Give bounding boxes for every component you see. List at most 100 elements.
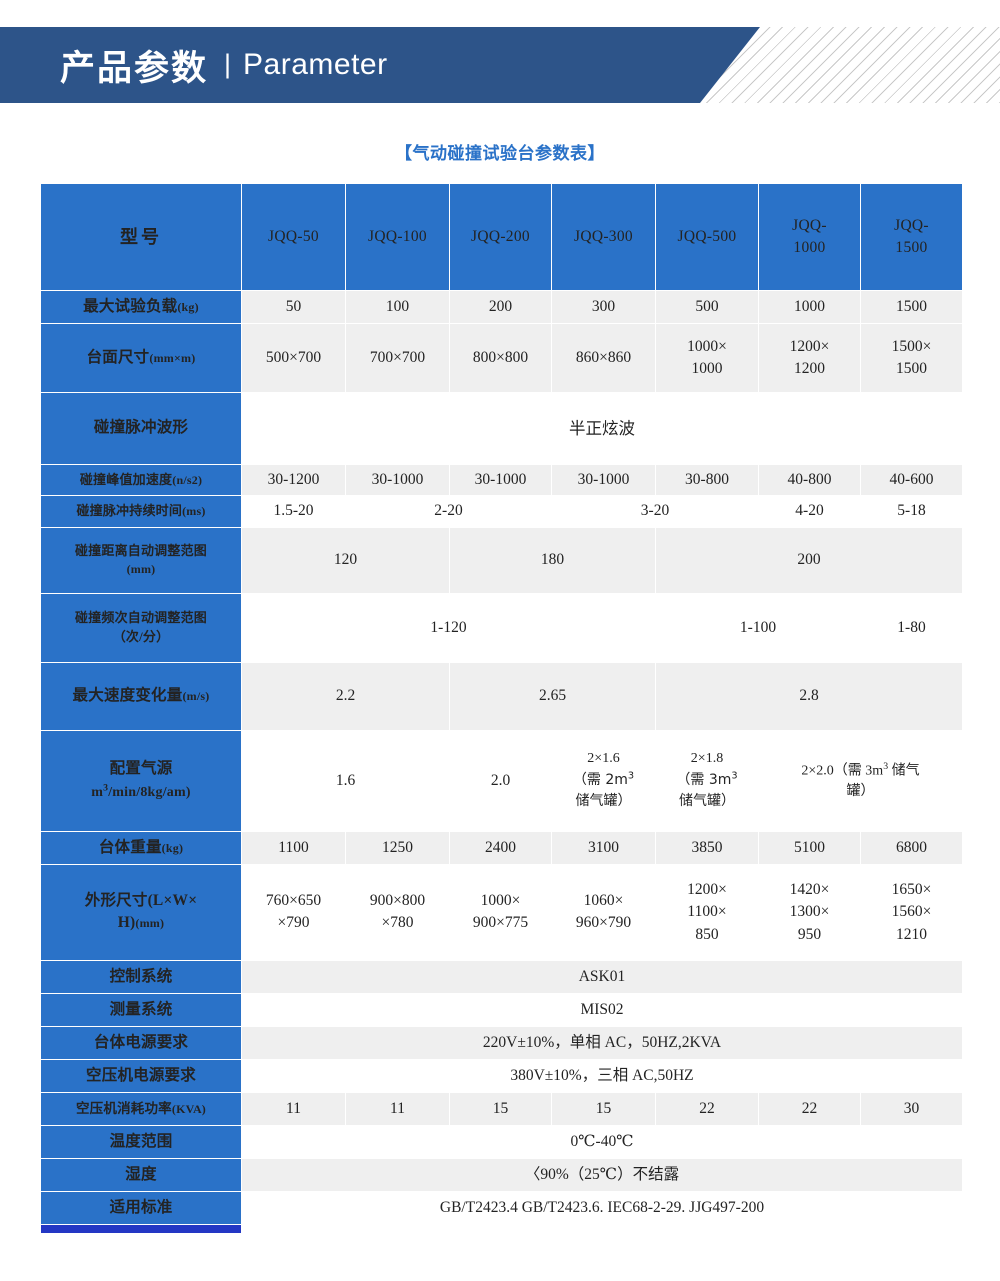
cell-max-load-1: 100 (346, 291, 449, 323)
bottom-accent-blank (242, 1224, 962, 1233)
cell-max-load-2: 200 (450, 291, 551, 323)
table-row: 台体电源要求 220V±10%，单相 AC，50HZ,2KVA (41, 1026, 962, 1059)
row-label-body-power: 台体电源要求 (41, 1026, 241, 1059)
table-header-row: 型号 JQQ-50 JQQ-100 JQQ-200 JQQ-300 JQQ-50… (41, 184, 962, 290)
cell-compressor-consumption-6: 30 (861, 1092, 962, 1125)
cell-peak-accel-3: 30-1000 (552, 465, 655, 496)
cell-velocity-change-0: 2.2 (242, 662, 449, 730)
cell-table-size-5: 1200× 1200 (759, 324, 860, 392)
cell-compressor-power: 380V±10%，三相 AC,50HZ (242, 1059, 962, 1092)
cell-pulse-duration-3: 4-20 (759, 496, 860, 527)
cell-compressor-consumption-1: 11 (346, 1092, 449, 1125)
row-label-table-size: 台面尺寸(mm×m) (41, 324, 241, 392)
table-row: 温度范围 0℃-40℃ (41, 1125, 962, 1158)
banner-title-en: Parameter (243, 48, 388, 81)
cell-pulse-duration-4: 5-18 (861, 496, 962, 527)
header-model-6: JQQ- 1500 (861, 184, 962, 290)
row-label-applicable-standard: 适用标准 (41, 1191, 241, 1224)
cell-air-source-1: 2.0 (450, 730, 551, 831)
cell-outer-dim-1: 900×800 ×780 (346, 864, 449, 960)
cell-distance-range-2: 200 (656, 527, 962, 593)
cell-peak-accel-6: 40-600 (861, 465, 962, 496)
cell-peak-accel-2: 30-1000 (450, 465, 551, 496)
cell-body-weight-1: 1250 (346, 831, 449, 864)
cell-table-size-1: 700×700 (346, 324, 449, 392)
cell-compressor-consumption-5: 22 (759, 1092, 860, 1125)
row-label-measurement-system: 测量系统 (41, 993, 241, 1026)
header-model-0: JQQ-50 (242, 184, 345, 290)
table-row: 碰撞脉冲持续时间(ms) 1.5-20 2-20 3-20 4-20 5-18 (41, 496, 962, 527)
cell-outer-dim-3: 1060× 960×790 (552, 864, 655, 960)
cell-frequency-range-2: 1-80 (861, 593, 962, 662)
cell-compressor-consumption-4: 22 (656, 1092, 758, 1125)
table-row: 空压机消耗功率(KVA) 11 11 15 15 22 22 30 (41, 1092, 962, 1125)
cell-max-load-5: 1000 (759, 291, 860, 323)
banner-title-cn: 产品参数 (60, 48, 209, 89)
row-label-pulse-waveform: 碰撞脉冲波形 (41, 393, 241, 464)
row-label-max-load: 最大试验负载(kg) (41, 291, 241, 323)
cell-table-size-6: 1500× 1500 (861, 324, 962, 392)
cell-outer-dim-4: 1200× 1100× 850 (656, 864, 758, 960)
header-label-model: 型号 (41, 184, 241, 290)
table-row: 台面尺寸(mm×m) 500×700 700×700 800×800 860×8… (41, 324, 962, 392)
table-row: 台体重量(kg) 1100 1250 2400 3100 3850 5100 6… (41, 831, 962, 864)
table-row: 配置气源 m3/min/8kg/am) 1.6 2.0 2×1.6 （需 2m3 储气… (41, 730, 962, 831)
cell-applicable-standard: GB/T2423.4 GB/T2423.6. IEC68-2-29. JJG49… (242, 1191, 962, 1224)
cell-max-load-6: 1500 (861, 291, 962, 323)
banner-title-group: 产品参数 | Parameter (60, 27, 388, 103)
cell-pulse-duration-1: 2-20 (346, 496, 551, 527)
cell-air-source-3: 2×1.8 （需 3m3 储气罐） (656, 730, 758, 831)
cell-outer-dim-5: 1420× 1300× 950 (759, 864, 860, 960)
table-row: 最大试验负载(kg) 50 100 200 300 500 1000 1500 (41, 291, 962, 323)
table-row: 控制系统 ASK01 (41, 960, 962, 993)
row-label-outer-dimensions: 外形尺寸(L×W× H)(mm) (41, 864, 241, 960)
row-label-humidity: 湿度 (41, 1158, 241, 1191)
table-row: 碰撞脉冲波形 半正炫波 (41, 393, 962, 464)
cell-frequency-range-0: 1-120 (242, 593, 655, 662)
cell-body-weight-2: 2400 (450, 831, 551, 864)
cell-pulse-waveform: 半正炫波 (242, 393, 962, 464)
cell-compressor-consumption-3: 15 (552, 1092, 655, 1125)
row-label-control-system: 控制系统 (41, 960, 241, 993)
page-header-banner: 产品参数 | Parameter (0, 0, 1000, 103)
spec-table-title: 【气动碰撞试验台参数表】 (395, 144, 605, 164)
cell-peak-accel-4: 30-800 (656, 465, 758, 496)
cell-distance-range-0: 120 (242, 527, 449, 593)
bottom-accent-bar (41, 1224, 241, 1233)
cell-max-load-3: 300 (552, 291, 655, 323)
cell-body-weight-6: 6800 (861, 831, 962, 864)
cell-air-source-2: 2×1.6 （需 2m3 储气罐） (552, 730, 655, 831)
cell-frequency-range-1: 1-100 (656, 593, 860, 662)
table-row: 适用标准 GB/T2423.4 GB/T2423.6. IEC68-2-29. … (41, 1191, 962, 1224)
cell-compressor-consumption-0: 11 (242, 1092, 345, 1125)
cell-peak-accel-1: 30-1000 (346, 465, 449, 496)
cell-table-size-0: 500×700 (242, 324, 345, 392)
spec-table-container: 型号 JQQ-50 JQQ-100 JQQ-200 JQQ-300 JQQ-50… (0, 183, 1000, 1234)
row-label-peak-accel: 碰撞峰值加速度(n/s2) (41, 465, 241, 496)
cell-air-source-4: 2×2.0（需 3m3 储气 罐） (759, 730, 962, 831)
cell-humidity: 〈90%（25℃）不结露 (242, 1158, 962, 1191)
header-model-3: JQQ-300 (552, 184, 655, 290)
cell-body-weight-3: 3100 (552, 831, 655, 864)
header-model-4: JQQ-500 (656, 184, 758, 290)
row-label-frequency-range: 碰撞频次自动调整范图 （次/分） (41, 593, 241, 662)
cell-table-size-4: 1000× 1000 (656, 324, 758, 392)
cell-pulse-duration-2: 3-20 (552, 496, 758, 527)
table-row: 空压机电源要求 380V±10%，三相 AC,50HZ (41, 1059, 962, 1092)
table-row: 测量系统 MIS02 (41, 993, 962, 1026)
table-row: 外形尺寸(L×W× H)(mm) 760×650 ×790 900×800 ×780 … (41, 864, 962, 960)
cell-body-power: 220V±10%，单相 AC，50HZ,2KVA (242, 1026, 962, 1059)
cell-max-load-0: 50 (242, 291, 345, 323)
parameter-spec-table: 型号 JQQ-50 JQQ-100 JQQ-200 JQQ-300 JQQ-50… (40, 183, 963, 1234)
row-label-body-weight: 台体重量(kg) (41, 831, 241, 864)
row-label-compressor-power: 空压机电源要求 (41, 1059, 241, 1092)
cell-velocity-change-1: 2.65 (450, 662, 655, 730)
cell-distance-range-1: 180 (450, 527, 655, 593)
cell-temperature-range: 0℃-40℃ (242, 1125, 962, 1158)
cell-body-weight-5: 5100 (759, 831, 860, 864)
banner-separator: | (224, 48, 232, 79)
header-model-2: JQQ-200 (450, 184, 551, 290)
cell-outer-dim-6: 1650× 1560× 1210 (861, 864, 962, 960)
cell-velocity-change-2: 2.8 (656, 662, 962, 730)
table-row: 最大速度变化量(m/s) 2.2 2.65 2.8 (41, 662, 962, 730)
